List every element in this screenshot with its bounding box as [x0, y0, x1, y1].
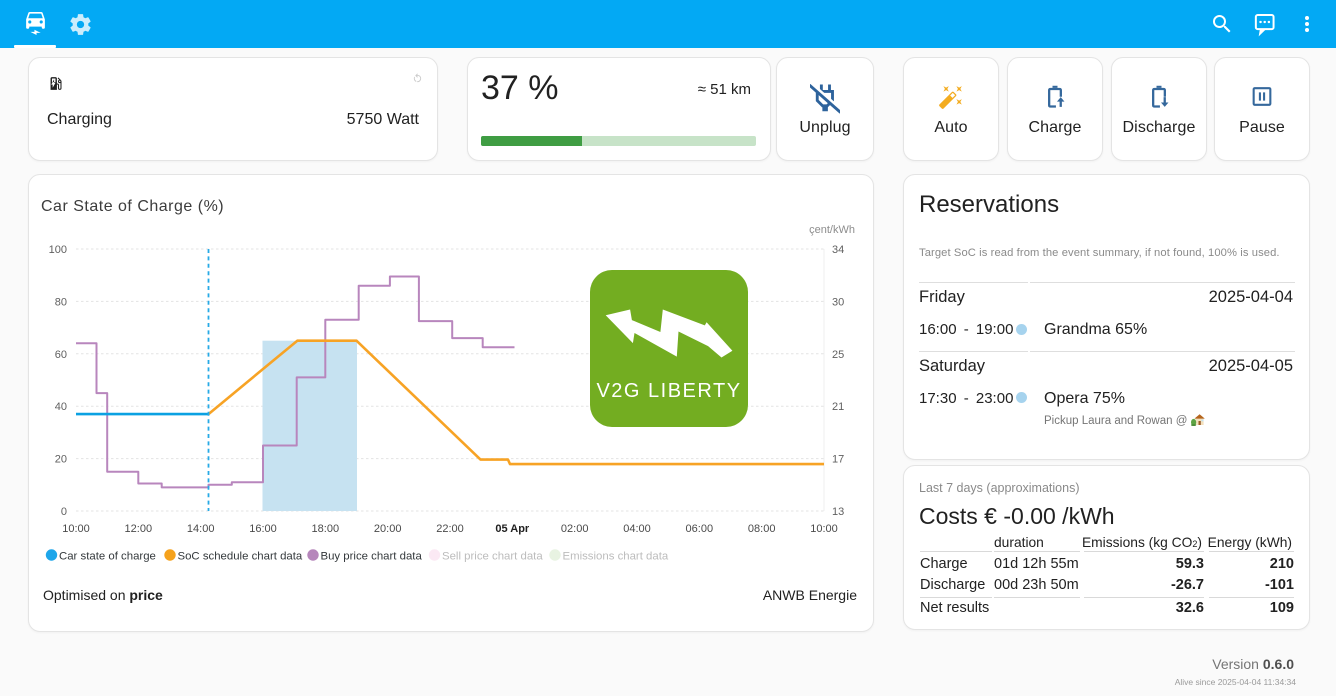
svg-text:20:00: 20:00 [374, 523, 402, 535]
svg-text:10:00: 10:00 [810, 523, 838, 535]
svg-text:25: 25 [832, 349, 844, 361]
svg-text:14:00: 14:00 [187, 523, 215, 535]
svg-text:Emissions chart data: Emissions chart data [563, 550, 669, 562]
svg-text:12:00: 12:00 [125, 523, 153, 535]
svg-text:06:00: 06:00 [686, 523, 714, 535]
svg-text:04:00: 04:00 [623, 523, 651, 535]
svg-text:22:00: 22:00 [436, 523, 464, 535]
svg-text:10:00: 10:00 [62, 523, 90, 535]
svg-text:13: 13 [832, 506, 844, 518]
svg-text:80: 80 [55, 296, 67, 308]
svg-text:16:00: 16:00 [249, 523, 277, 535]
svg-text:17: 17 [832, 454, 844, 466]
svg-text:34: 34 [832, 244, 844, 256]
svg-text:40: 40 [55, 401, 67, 413]
svg-text:V2G LIBERTY: V2G LIBERTY [596, 380, 741, 402]
svg-text:08:00: 08:00 [748, 523, 776, 535]
svg-text:20: 20 [55, 454, 67, 466]
svg-text:0: 0 [61, 506, 67, 518]
svg-text:02:00: 02:00 [561, 523, 589, 535]
svg-text:100: 100 [49, 244, 67, 256]
svg-text:60: 60 [55, 349, 67, 361]
svg-text:Sell price chart data: Sell price chart data [442, 550, 543, 562]
svg-text:05 Apr: 05 Apr [495, 523, 530, 535]
svg-text:Car state of charge: Car state of charge [59, 550, 156, 562]
svg-text:18:00: 18:00 [312, 523, 340, 535]
svg-text:Buy price chart data: Buy price chart data [321, 550, 423, 562]
svg-text:SoC schedule chart data: SoC schedule chart data [178, 550, 303, 562]
svg-text:21: 21 [832, 401, 844, 413]
svg-text:30: 30 [832, 296, 844, 308]
